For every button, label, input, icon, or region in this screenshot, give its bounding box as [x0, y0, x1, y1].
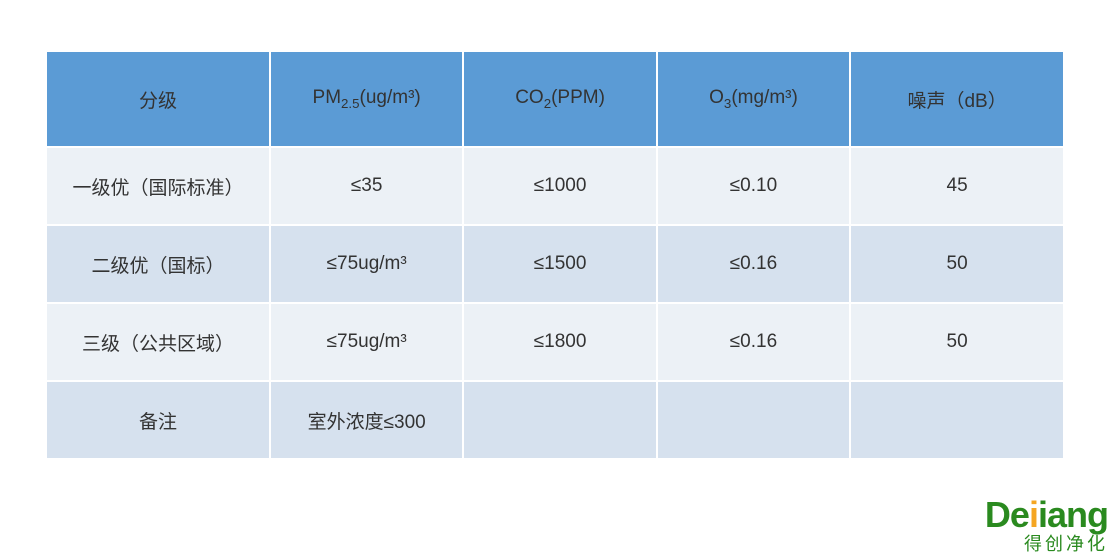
col-header-co2: CO2(PPM) — [463, 51, 656, 147]
col-header-noise: 噪声（dB） — [850, 51, 1064, 147]
col-header-level: 分级 — [46, 51, 270, 147]
cell-noise — [850, 381, 1064, 459]
col-header-o3: O3(mg/m³) — [657, 51, 850, 147]
col-header-pm25: PM2.5(ug/m³) — [270, 51, 463, 147]
cell-co2 — [463, 381, 656, 459]
cell-pm25: ≤75ug/m³ — [270, 303, 463, 381]
cell-o3: ≤0.16 — [657, 303, 850, 381]
logo-prefix: De — [985, 494, 1029, 535]
cell-co2: ≤1500 — [463, 225, 656, 303]
cell-o3: ≤0.16 — [657, 225, 850, 303]
table-row: 备注 室外浓度≤300 — [46, 381, 1064, 459]
logo-suffix-b: ang — [1047, 494, 1108, 535]
table-row: 一级优（国际标准） ≤35 ≤1000 ≤0.10 45 — [46, 147, 1064, 225]
cell-pm25: 室外浓度≤300 — [270, 381, 463, 459]
table-body: 一级优（国际标准） ≤35 ≤1000 ≤0.10 45 二级优（国标） ≤75… — [46, 147, 1064, 459]
table-row: 二级优（国标） ≤75ug/m³ ≤1500 ≤0.16 50 — [46, 225, 1064, 303]
cell-o3: ≤0.10 — [657, 147, 850, 225]
logo-accent: i — [1029, 494, 1038, 535]
logo-suffix-a: i — [1038, 494, 1047, 535]
table-row: 三级（公共区域） ≤75ug/m³ ≤1800 ≤0.16 50 — [46, 303, 1064, 381]
cell-co2: ≤1800 — [463, 303, 656, 381]
table-header-row: 分级 PM2.5(ug/m³) CO2(PPM) O3(mg/m³) 噪声（dB… — [46, 51, 1064, 147]
logo-sub-text: 得创净化 — [985, 535, 1108, 553]
cell-pm25: ≤35 — [270, 147, 463, 225]
cell-level: 三级（公共区域） — [46, 303, 270, 381]
cell-pm25: ≤75ug/m³ — [270, 225, 463, 303]
cell-noise: 45 — [850, 147, 1064, 225]
standards-table-container: 分级 PM2.5(ug/m³) CO2(PPM) O3(mg/m³) 噪声（dB… — [45, 50, 1065, 460]
cell-noise: 50 — [850, 303, 1064, 381]
brand-logo: Deiiang 得创净化 — [985, 497, 1108, 553]
standards-table: 分级 PM2.5(ug/m³) CO2(PPM) O3(mg/m³) 噪声（dB… — [45, 50, 1065, 460]
cell-co2: ≤1000 — [463, 147, 656, 225]
cell-noise: 50 — [850, 225, 1064, 303]
cell-level: 二级优（国标） — [46, 225, 270, 303]
logo-main-text: Deiiang — [985, 497, 1108, 533]
cell-level: 一级优（国际标准） — [46, 147, 270, 225]
cell-o3 — [657, 381, 850, 459]
cell-level: 备注 — [46, 381, 270, 459]
